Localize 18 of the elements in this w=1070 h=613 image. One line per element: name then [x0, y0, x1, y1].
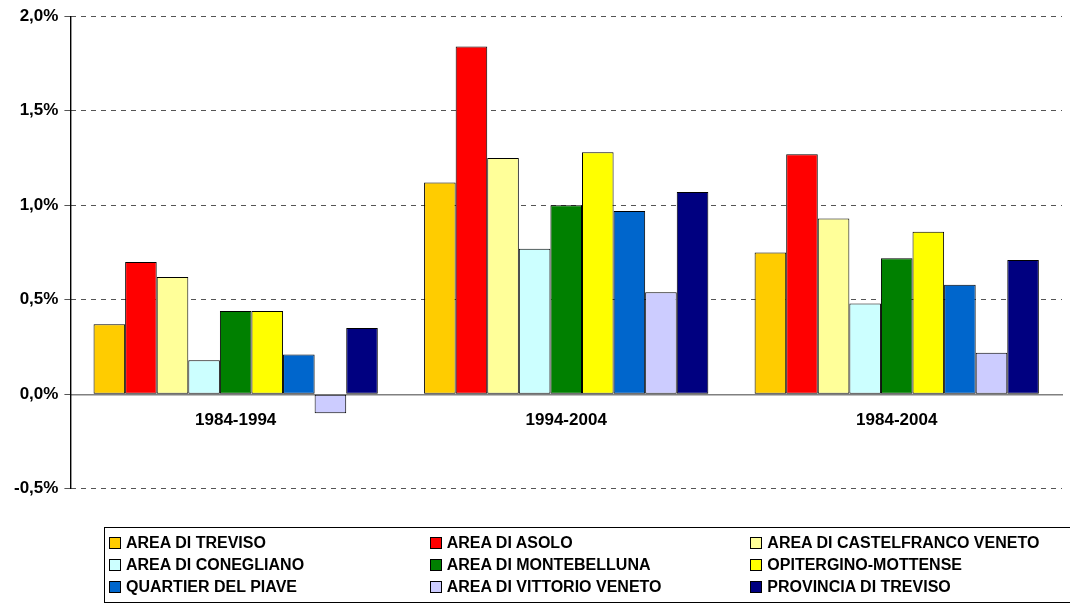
y-tick-label: 1,0% [19, 194, 59, 214]
y-tick-label: 2,0% [19, 5, 59, 25]
y-tick-label: 1,5% [19, 100, 59, 120]
legend-label: AREA DI MONTEBELLUNA [446, 556, 651, 574]
x-tick-label: 1984-2004 [856, 410, 938, 430]
legend-label: AREA DI TREVISO [126, 534, 266, 552]
y-tick-label: -0,5% [13, 478, 59, 498]
y-tick-label: 0,5% [19, 289, 59, 309]
legend-label: QUARTIER DEL PIAVE [126, 578, 297, 596]
legend-label: AREA DI ASOLO [446, 534, 573, 552]
legend-label: AREA DI VITTORIO VENETO [446, 578, 662, 596]
x-tick-label: 1994-2004 [525, 410, 608, 430]
legend-label: AREA DI CASTELFRANCO VENETO [767, 534, 1040, 552]
legend-label: AREA DI CONEGLIANO [126, 556, 305, 574]
y-tick-label: 0,0% [19, 383, 59, 403]
x-tick-label: 1984-1994 [195, 410, 277, 430]
legend-label: PROVINCIA DI TREVISO [767, 578, 951, 596]
legend-label: OPITERGINO-MOTTENSE [767, 556, 962, 574]
